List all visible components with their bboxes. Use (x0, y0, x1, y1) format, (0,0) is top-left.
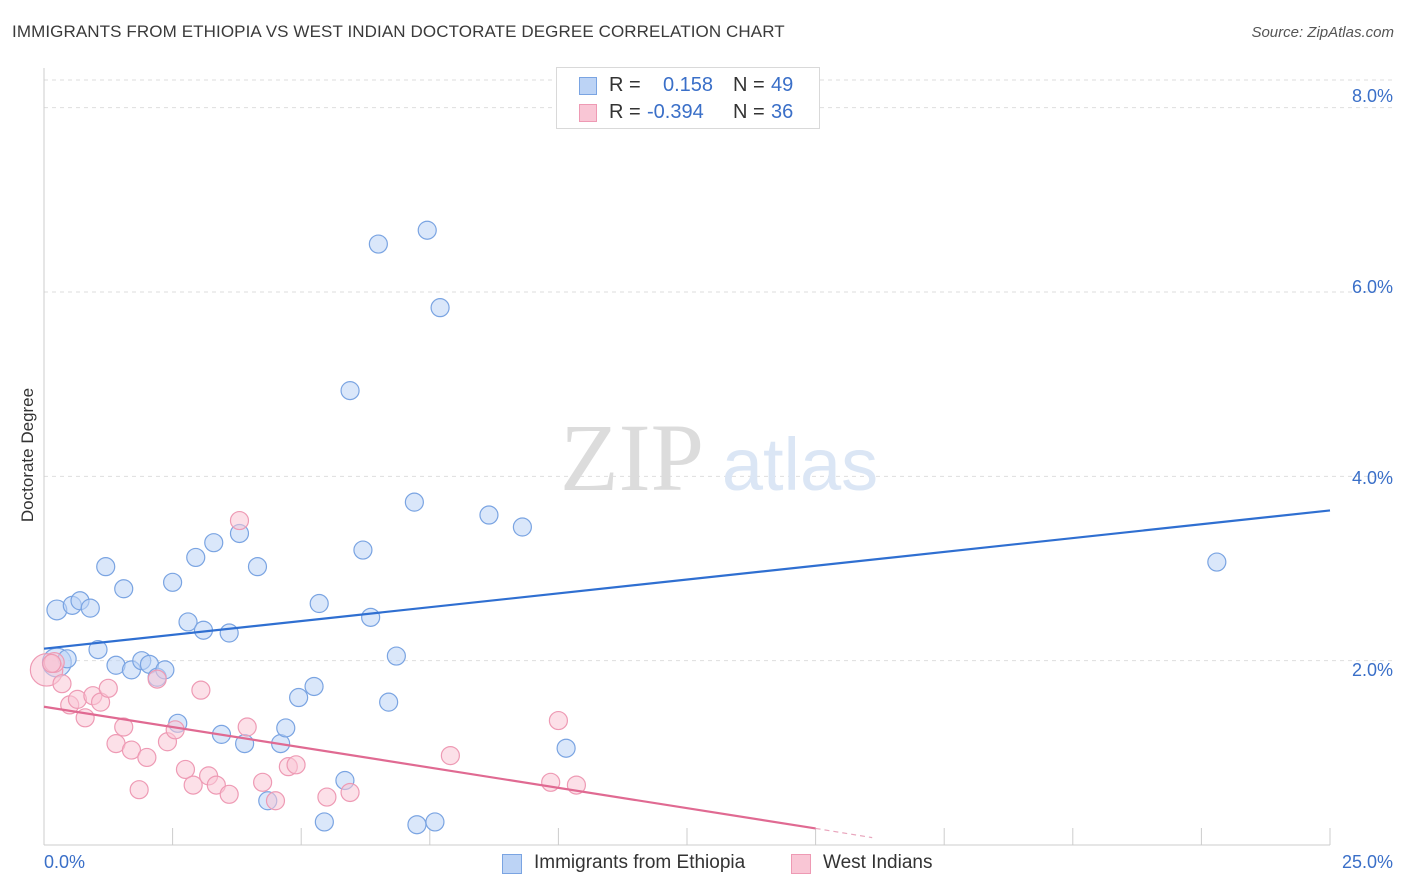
ethiopia-point-5 (80, 598, 100, 618)
west-indians-point-11 (121, 740, 142, 760)
west-indians-point-26 (265, 791, 286, 811)
y-tick-label-2: 2.0% (1351, 660, 1393, 680)
legend-n-value: 36 (771, 101, 794, 123)
ethiopia-point-20 (204, 533, 224, 553)
ethiopia-point-15 (163, 572, 183, 592)
west-indians-point-30 (340, 782, 360, 803)
west-indians-point-31 (440, 745, 460, 766)
west-indians-point-29 (317, 787, 337, 807)
ethiopia-point-36 (361, 607, 381, 627)
ethiopia-point-43 (425, 812, 445, 832)
legend-r-label: R = (609, 101, 641, 123)
legend-label-west-indians: West Indians (823, 852, 933, 873)
west-indians-point-18 (183, 775, 203, 795)
west-indians-point-16 (165, 720, 185, 740)
ethiopia-point-39 (386, 646, 406, 666)
ethiopia-point-48 (1207, 552, 1227, 572)
watermark: ZIP atlas (560, 404, 878, 511)
legend-swatch-ethiopia (579, 77, 597, 95)
legend-r-value: 0.158 (663, 74, 714, 96)
ethiopia-point-29 (289, 687, 309, 708)
west-indians-point-22 (219, 784, 239, 804)
ethiopia-point-42 (417, 220, 437, 240)
ethiopia-point-45 (479, 505, 499, 525)
west-indians-trend-extension (815, 827, 873, 839)
x-tick-label-min: 0.0% (44, 852, 86, 872)
ethiopia-point-41 (407, 815, 427, 835)
west-indians-point-33 (548, 710, 569, 731)
ethiopia-point-7 (96, 557, 116, 577)
source-credit: Source: ZipAtlas.com (1251, 24, 1394, 41)
legend-label-ethiopia: Immigrants from Ethiopia (534, 852, 746, 873)
stats-legend: R = 0.158 N = 49 R = -0.394 N = 36 (556, 67, 820, 129)
y-tick-label-8: 8.0% (1351, 86, 1393, 106)
west-indians-point-13 (137, 747, 157, 768)
west-indians-point-19 (191, 680, 211, 700)
trend-lines (43, 509, 1331, 839)
legend-r-label: R = (609, 74, 641, 96)
gridlines (44, 79, 1395, 662)
chart-title: IMMIGRANTS FROM ETHIOPIA VS WEST INDIAN … (12, 22, 785, 41)
ethiopia-point-31 (309, 593, 329, 614)
west-indians-point-12 (129, 780, 149, 800)
x-tick-label-max: 25.0% (1341, 852, 1393, 872)
ethiopia-point-38 (379, 692, 399, 712)
ethiopia-point-37 (368, 234, 388, 254)
ethiopia-point-30 (304, 676, 324, 697)
watermark-atlas: atlas (722, 423, 878, 506)
ethiopia-trend-line (43, 509, 1331, 650)
ethiopia-point-22 (219, 623, 239, 643)
west-indians-point-17 (175, 759, 196, 780)
west-indians-point-24 (237, 717, 257, 737)
legend-n-label: N = (733, 101, 765, 123)
ethiopia-point-25 (247, 557, 268, 577)
y-tick-label-4: 4.0% (1351, 468, 1393, 488)
west-indians-point-25 (253, 772, 273, 792)
y-axis-title: Doctorate Degree (18, 387, 37, 523)
ethiopia-point-34 (340, 381, 360, 401)
ethiopia-point-47 (556, 738, 576, 758)
ethiopia-point-44 (430, 298, 450, 318)
west-indians-point-2 (52, 674, 72, 694)
west-indians-point-14 (147, 669, 167, 689)
legend-swatch-west-indians (791, 854, 811, 874)
axes (43, 68, 1331, 846)
ethiopia-point-17 (178, 612, 198, 632)
west-indians-point-8 (98, 678, 118, 698)
ethiopia-point-35 (353, 540, 373, 560)
west-indians-point-28 (286, 755, 306, 775)
ethiopia-point-46 (512, 517, 532, 537)
ethiopia-point-40 (404, 492, 424, 512)
legend-n-label: N = (733, 74, 765, 96)
legend-r-value: -0.394 (647, 101, 704, 123)
west-indians-trend-line (43, 705, 816, 830)
ethiopia-point-18 (186, 547, 206, 568)
y-tick-label-6: 6.0% (1351, 277, 1393, 297)
legend-swatch-west-indians (579, 104, 597, 122)
ethiopia-point-28 (276, 718, 296, 738)
legend-swatch-ethiopia (502, 854, 522, 874)
ethiopia-point-6 (88, 640, 108, 660)
watermark-zip: ZIP (560, 404, 704, 511)
legend-n-value: 49 (771, 74, 794, 96)
ethiopia-point-32 (314, 812, 334, 832)
west-indians-point-35 (42, 653, 62, 674)
west-indians-point-23 (229, 510, 250, 531)
data-points (29, 220, 1227, 835)
west-indians-point-10 (114, 717, 134, 737)
ethiopia-point-9 (114, 579, 134, 599)
